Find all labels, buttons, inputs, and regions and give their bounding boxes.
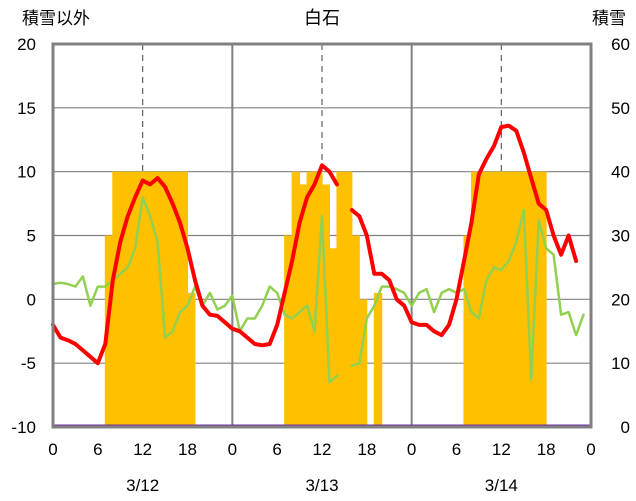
snow-bar xyxy=(351,235,360,427)
left-tick-label: 15 xyxy=(17,99,36,118)
date-label: 3/12 xyxy=(126,476,159,495)
snow-bar xyxy=(463,235,472,427)
hour-tick-label: 18 xyxy=(178,440,197,459)
right-tick-label: 0 xyxy=(621,418,630,437)
snow-bar xyxy=(179,171,188,427)
left-tick-label: 5 xyxy=(27,227,36,246)
snow-bar xyxy=(306,171,316,427)
snow-bar xyxy=(538,171,547,427)
right-axis-title: 積雪 xyxy=(592,9,626,28)
snow-bar xyxy=(119,171,129,427)
left-tick-label: 10 xyxy=(17,163,36,182)
hour-tick-label: 12 xyxy=(313,440,332,459)
left-tick-label: -10 xyxy=(11,418,36,437)
snow-bar xyxy=(291,171,301,427)
red-series-line xyxy=(51,123,579,366)
plot-frame xyxy=(51,42,593,429)
snow-bar xyxy=(314,171,323,427)
snow-bar xyxy=(104,235,114,427)
snow-bar xyxy=(127,171,136,427)
snow-bar xyxy=(299,184,308,427)
hour-tick-label: 0 xyxy=(48,440,57,459)
chart-title: 白石 xyxy=(304,8,340,28)
hour-tick-label: 6 xyxy=(452,440,461,459)
snow-bar xyxy=(470,171,480,427)
snow-bar xyxy=(358,299,368,427)
date-label: 3/13 xyxy=(305,476,338,495)
hour-tick-label: 6 xyxy=(272,440,281,459)
right-tick-label: 30 xyxy=(611,227,630,246)
hour-tick-label: 0 xyxy=(586,440,595,459)
hour-tick-label: 6 xyxy=(93,440,102,459)
snow-bar xyxy=(112,171,121,427)
snow-bar xyxy=(328,248,338,427)
snow-bar xyxy=(142,171,151,427)
hour-tick-label: 18 xyxy=(537,440,556,459)
left-tick-label: 0 xyxy=(27,290,36,309)
hour-tick-label: 12 xyxy=(492,440,511,459)
snow-bar xyxy=(149,171,159,427)
left-axis-ticks: -10 -5 0 5 10 15 20 xyxy=(11,35,36,437)
hour-tick-label: 12 xyxy=(133,440,152,459)
x-axis-date-labels: 3/12 3/13 3/14 xyxy=(126,476,518,495)
right-axis-ticks: 0 10 20 30 40 50 60 xyxy=(611,35,630,437)
snow-bar xyxy=(485,171,495,427)
snow-bar xyxy=(515,171,525,427)
right-tick-label: 20 xyxy=(611,290,630,309)
hour-tick-label: 0 xyxy=(407,440,416,459)
hour-tick-label: 0 xyxy=(228,440,237,459)
snow-bar xyxy=(500,171,510,427)
snow-bar xyxy=(164,171,174,427)
snow-bar xyxy=(134,171,144,427)
left-tick-label: 20 xyxy=(17,35,36,54)
snow-bar xyxy=(336,171,345,427)
snow-bar xyxy=(172,171,181,427)
right-tick-label: 40 xyxy=(611,163,630,182)
snow-bar xyxy=(343,171,353,427)
snow-bar xyxy=(373,292,383,427)
date-label: 3/14 xyxy=(485,476,518,495)
snow-bar xyxy=(187,292,196,427)
hour-tick-label: 18 xyxy=(357,440,376,459)
x-axis-hour-ticks: 0 6 12 18 0 6 12 18 0 6 12 18 0 xyxy=(48,440,595,459)
snow-bar xyxy=(284,235,293,427)
left-axis-title: 積雪以外 xyxy=(22,9,90,28)
left-tick-label: -5 xyxy=(21,354,36,373)
snow-bar xyxy=(508,171,517,427)
right-tick-label: 60 xyxy=(611,35,630,54)
plot-border xyxy=(51,42,593,429)
snow-bar xyxy=(493,171,502,427)
right-tick-label: 50 xyxy=(611,99,630,118)
right-tick-label: 10 xyxy=(611,354,630,373)
